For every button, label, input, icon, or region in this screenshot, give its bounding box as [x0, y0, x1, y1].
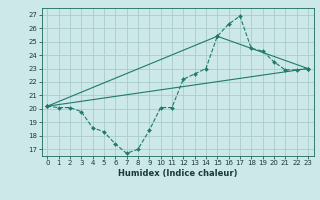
X-axis label: Humidex (Indice chaleur): Humidex (Indice chaleur)	[118, 169, 237, 178]
